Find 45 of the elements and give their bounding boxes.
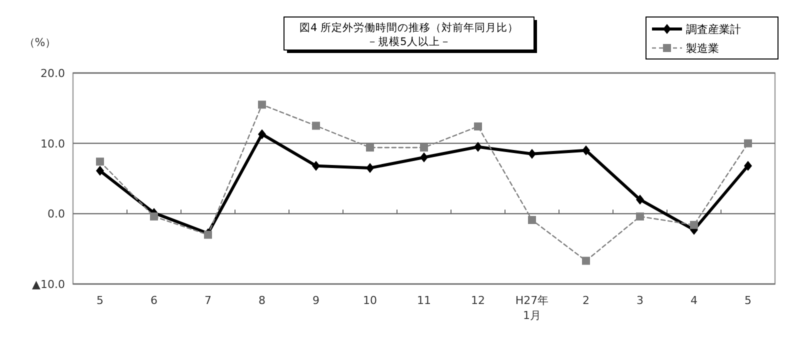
point bbox=[636, 212, 644, 220]
point bbox=[528, 148, 536, 159]
x-tick-label: 11 bbox=[417, 294, 431, 307]
chart-subtitle: －規模5人以上－ bbox=[367, 35, 451, 48]
point bbox=[420, 152, 428, 162]
point bbox=[366, 144, 374, 152]
x-tick-label: 6 bbox=[150, 294, 158, 307]
y-tick-label: 20.0 bbox=[40, 67, 65, 80]
point bbox=[258, 100, 266, 109]
point bbox=[582, 145, 590, 156]
x-tick-label: 12 bbox=[471, 294, 485, 307]
point bbox=[582, 256, 590, 265]
point bbox=[96, 166, 104, 176]
point bbox=[744, 139, 752, 148]
point bbox=[528, 216, 536, 224]
point bbox=[474, 122, 482, 130]
x-tick-label: 5 bbox=[96, 294, 104, 307]
point bbox=[150, 212, 158, 220]
point bbox=[690, 220, 698, 229]
point bbox=[420, 144, 428, 152]
point bbox=[96, 158, 104, 166]
point bbox=[204, 230, 212, 239]
x-tick-label: 9 bbox=[312, 294, 320, 307]
x-tick-label: 2 bbox=[582, 294, 590, 307]
y-tick-label: 10.0 bbox=[40, 137, 65, 150]
y-tick-label: 0.0 bbox=[48, 208, 65, 221]
point bbox=[258, 129, 266, 140]
x-tick-label: 8 bbox=[258, 294, 266, 307]
point bbox=[474, 142, 482, 152]
point bbox=[366, 162, 374, 173]
y-tick-label: ▲10.0 bbox=[32, 278, 65, 291]
point bbox=[636, 194, 644, 205]
point bbox=[312, 160, 320, 171]
legend-label: 製造業 bbox=[686, 42, 719, 55]
legend-label: 調査産業計 bbox=[686, 23, 741, 36]
x-tick-label: 5 bbox=[744, 294, 752, 307]
point bbox=[312, 122, 320, 130]
point bbox=[744, 160, 752, 171]
x-tick-label: H27年 1月 bbox=[515, 294, 549, 322]
x-tick-label: 7 bbox=[204, 294, 212, 307]
x-tick-label: 3 bbox=[636, 294, 644, 307]
y-axis-title: （%） bbox=[24, 36, 56, 49]
x-tick-label: 10 bbox=[363, 294, 377, 307]
x-tick-label: 4 bbox=[690, 294, 698, 307]
chart-title: 図4 所定外労働時間の推移（対前年同月比） bbox=[299, 21, 519, 34]
